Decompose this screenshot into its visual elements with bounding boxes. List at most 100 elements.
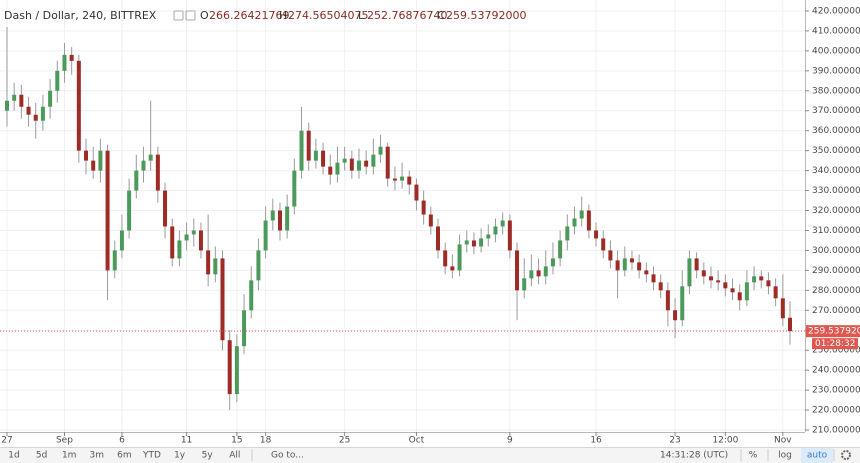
candle-body	[299, 130, 304, 171]
ohlc-value: 266.26421769	[209, 9, 289, 22]
candle-body	[744, 282, 749, 301]
candle-body	[752, 276, 757, 283]
candle-body	[543, 266, 548, 277]
candle-body	[479, 238, 484, 247]
y-tick-label: 350.00000000	[812, 146, 860, 156]
settings-button[interactable]	[841, 450, 851, 460]
candle-body	[356, 160, 361, 171]
candle-body	[701, 270, 706, 277]
y-tick-label: 240.00000000	[812, 366, 860, 376]
range-button[interactable]: 5y	[202, 451, 214, 461]
candle-body	[594, 230, 599, 239]
range-button[interactable]: 1m	[62, 451, 77, 461]
y-tick-label: 330.00000000	[812, 186, 860, 196]
y-tick-label: 270.00000000	[812, 306, 860, 316]
range-button[interactable]: 6m	[117, 451, 132, 461]
candle-body	[780, 298, 785, 319]
candle-body	[500, 220, 505, 227]
candle-body	[687, 258, 692, 287]
candle-body	[55, 70, 60, 91]
x-tick-label: Oct	[409, 436, 425, 446]
ohlc-value: 252.76876740	[367, 9, 447, 22]
candle-body	[515, 250, 520, 291]
x-tick-label: 9	[507, 436, 513, 446]
auto-button[interactable]: auto	[807, 451, 828, 461]
range-button[interactable]: 3m	[90, 451, 105, 461]
candle-body	[33, 114, 38, 121]
toolbar	[0, 447, 860, 463]
y-tick-label: 390.00000000	[812, 66, 860, 76]
percent-button[interactable]: %	[749, 451, 758, 461]
candle-body	[5, 100, 9, 111]
y-tick-label: 280.00000000	[812, 286, 860, 296]
y-tick-label: 290.00000000	[812, 266, 860, 276]
candle-body	[651, 274, 656, 283]
candle-body	[601, 238, 606, 251]
candle-body	[285, 206, 290, 231]
last-price-label: 259.53792000	[808, 327, 860, 337]
candle-body	[673, 310, 678, 321]
candle-body	[220, 258, 225, 341]
candle-body	[629, 258, 634, 263]
candle-body	[737, 292, 742, 301]
candle-body	[263, 220, 268, 251]
candle-body	[26, 106, 31, 115]
grid	[0, 0, 805, 432]
candle-body	[249, 280, 254, 311]
range-button[interactable]: 1d	[8, 451, 19, 461]
candle-body	[148, 154, 153, 161]
candle-body	[184, 234, 189, 241]
x-tick-label: 12:00	[712, 436, 738, 446]
range-button[interactable]: 1y	[174, 451, 186, 461]
candle-body	[436, 226, 441, 251]
candle-body	[766, 280, 771, 287]
y-tick-label: 300.00000000	[812, 246, 860, 256]
candle-body	[119, 230, 124, 251]
x-tick-label: 27	[1, 436, 12, 446]
candle-body	[234, 346, 239, 395]
candle-body	[392, 178, 397, 181]
candle-body	[349, 158, 354, 171]
ohlc-value: 259.53792000	[446, 9, 526, 22]
candle-body	[112, 250, 117, 271]
candle-body	[62, 54, 67, 71]
header: Dash / Dollar, 240, BITTREX O 266.2642176…	[4, 9, 526, 22]
candle-body	[773, 286, 778, 299]
candle-body	[622, 258, 627, 271]
candle-body	[421, 200, 426, 215]
auto-highlight	[801, 448, 833, 463]
candle-body	[723, 282, 728, 289]
range-button[interactable]: All	[229, 451, 240, 461]
candle-body	[342, 158, 347, 163]
y-tick-label: 230.00000000	[812, 386, 860, 396]
toolbar-items: Go to... 14:31:28 (UTC) % log auto 1d 5d 1…	[8, 448, 851, 463]
candle-body	[414, 184, 419, 201]
candle-body	[163, 190, 168, 227]
candle-body	[328, 166, 333, 175]
candle-body	[680, 286, 685, 321]
candle-body	[198, 230, 203, 251]
candle-body	[637, 262, 642, 271]
ohlc-key: O	[200, 9, 209, 22]
icon[interactable]	[173, 10, 184, 21]
ohlc-key: C	[437, 9, 445, 22]
goto-button[interactable]: Go to...	[271, 451, 304, 461]
candle-body	[493, 226, 498, 235]
candle-body	[191, 230, 196, 235]
icon[interactable]	[185, 10, 196, 21]
x-tick-label: Sep	[56, 436, 73, 446]
ohlc-key: L	[358, 9, 365, 22]
candle-body	[486, 234, 491, 239]
y-tick-label: 400.00000000	[812, 46, 860, 56]
log-button[interactable]: log	[778, 451, 792, 461]
range-button[interactable]: 5d	[36, 451, 47, 461]
candle-body	[227, 340, 232, 395]
countdown-box	[812, 338, 858, 350]
range-button[interactable]: YTD	[142, 451, 161, 461]
candle-body	[141, 160, 146, 171]
candle-body	[206, 250, 211, 275]
y-tick-label: 220.00000000	[812, 406, 860, 416]
candles	[0, 26, 805, 411]
x-tick-label: Nov	[774, 436, 792, 446]
